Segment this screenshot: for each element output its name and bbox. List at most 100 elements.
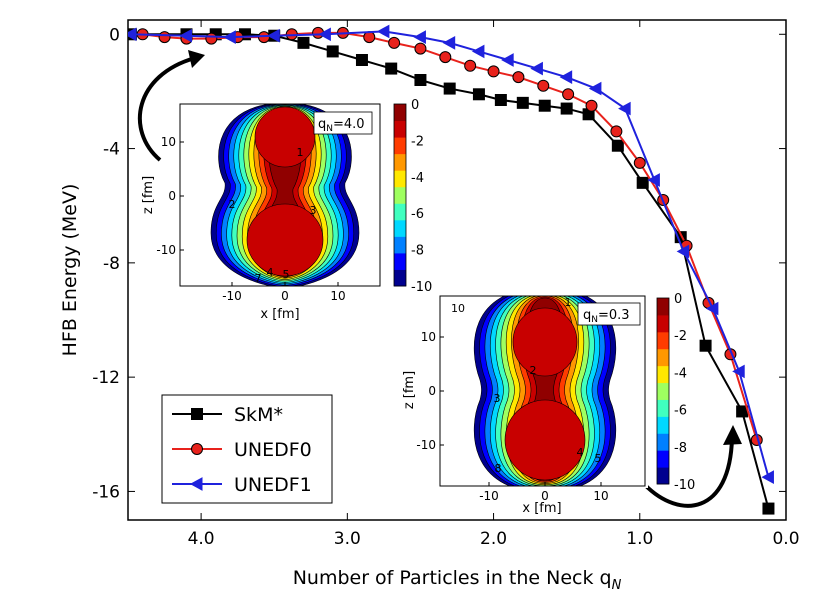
data-point-skm <box>472 88 485 101</box>
colorbar-segment <box>394 137 406 155</box>
colorbar-segment <box>657 382 669 400</box>
inset-top-ylabel: z [fm] <box>141 176 156 214</box>
colorbar-segment <box>394 219 406 237</box>
data-point-skm <box>297 36 310 49</box>
colorbar-tick-label: -6 <box>674 404 687 419</box>
data-point-unedf0 <box>537 79 550 92</box>
inset-top-frame <box>179 103 381 287</box>
colorbar-segment <box>657 365 669 384</box>
data-point-unedf1 <box>223 30 236 44</box>
inset-y-tick-label: 10 <box>421 330 436 344</box>
y-tick-label: -4 <box>103 140 120 160</box>
colorbar-segment <box>394 203 406 221</box>
data-point-unedf0 <box>205 32 218 45</box>
data-point-skm <box>560 102 573 115</box>
colorbar-segment <box>394 269 406 287</box>
contour-label: 5 <box>283 268 290 281</box>
colorbar-tick-label: -2 <box>411 134 424 149</box>
data-point-unedf0 <box>464 59 477 72</box>
data-point-unedf1 <box>501 53 514 67</box>
inset-bottom-ylabel: z [fm] <box>402 371 417 409</box>
colorbar-segment <box>657 314 669 333</box>
data-point-skm <box>494 94 507 106</box>
data-point-skm <box>538 99 551 112</box>
data-point-unedf1 <box>376 24 390 39</box>
data-point-unedf0 <box>439 51 452 64</box>
inset-x-tick-label: -10 <box>479 489 499 503</box>
data-point-skm <box>636 176 649 189</box>
contour-label: 5 <box>595 452 602 465</box>
colorbar-segment <box>657 399 669 417</box>
x-axis-label: Number of Particles in the Neck qN <box>293 567 622 593</box>
inset-y-tick-label: 10 <box>161 135 176 149</box>
inset-x-tick-label: 10 <box>593 489 608 503</box>
data-point-unedf0 <box>158 31 171 44</box>
arrow-head-bottom <box>723 425 742 445</box>
inset-y-tick-label: -10 <box>416 438 436 452</box>
inset-bottom-label-box <box>577 302 641 326</box>
data-point-unedf0 <box>562 88 575 101</box>
x-tick-label: 0.0 <box>772 529 799 549</box>
colorbar-segment <box>657 331 669 350</box>
colorbar-segment <box>657 348 669 367</box>
inset-top-density-plot: qN=4.0 -10 0 10 10 0 -10 x [fm] z [fm] 1 2 3 4 5 7… <box>141 98 432 322</box>
colorbar-segment <box>657 416 669 434</box>
contour-label: 10 <box>451 302 465 315</box>
y-tick-label: -12 <box>92 368 120 388</box>
colorbar-frame <box>393 103 407 287</box>
inset-y-tick-label: 0 <box>428 384 436 398</box>
data-point-skm <box>326 45 339 58</box>
legend-marker-skm <box>191 408 203 420</box>
data-point-skm <box>762 502 775 515</box>
contour-label: 2 <box>530 364 537 377</box>
colorbar-segment <box>394 153 406 171</box>
contour-label: 3 <box>310 204 317 217</box>
colorbar-tick-label: -8 <box>411 244 424 259</box>
contour-label: 1 <box>297 146 304 159</box>
data-point-skm <box>385 62 398 75</box>
data-point-unedf1 <box>471 44 485 59</box>
contour-label: 7 <box>255 272 262 285</box>
inset-bottom-qn-label: qN=0.3 <box>583 308 630 325</box>
inset-y-tick-label: -10 <box>156 243 176 257</box>
data-point-unedf1 <box>761 470 774 484</box>
legend-label-unedf1: UNEDF1 <box>234 474 312 496</box>
inset-x-tick-label: -10 <box>222 289 242 303</box>
data-point-skm <box>699 339 712 352</box>
y-axis-label: HFB Energy (MeV) <box>59 184 81 357</box>
contour-label: 8 <box>495 462 502 475</box>
colorbar-segment <box>394 120 406 138</box>
data-point-skm <box>414 74 427 86</box>
data-point-skm <box>611 139 624 152</box>
x-axis: 4.0 3.0 2.0 1.0 0.0 <box>188 20 800 549</box>
data-point-unedf1 <box>179 28 192 43</box>
contour-label: 1 <box>565 296 572 309</box>
data-point-unedf1 <box>618 101 631 116</box>
data-point-unedf1 <box>442 36 456 50</box>
colorbar-segment <box>657 450 669 468</box>
y-tick-label: -8 <box>103 254 120 274</box>
data-point-unedf0 <box>512 71 525 84</box>
data-point-unedf0 <box>414 42 427 55</box>
colorbar-tick-label: -10 <box>411 280 432 295</box>
colorbar-frame <box>656 297 670 485</box>
inset-y-tick-label: 0 <box>168 189 176 203</box>
inset-bottom-density <box>473 296 617 486</box>
data-point-unedf1 <box>128 27 137 42</box>
density-core-upper <box>512 307 578 377</box>
data-point-unedf0 <box>633 156 646 169</box>
legend-label-skm: SkM* <box>234 404 283 426</box>
colorbar-segment <box>394 104 406 122</box>
contour-label: 2 <box>229 198 236 211</box>
data-point-skm <box>443 82 456 95</box>
series-layer <box>128 24 775 515</box>
x-tick-label: 2.0 <box>480 529 507 549</box>
colorbar-segment <box>657 467 669 485</box>
x-tick-label: 4.0 <box>188 529 215 549</box>
colorbar-segment <box>394 186 406 204</box>
data-point-skm <box>355 54 368 66</box>
colorbar-tick-label: -10 <box>674 478 695 493</box>
inset-bottom-density-plot: qN=0.3 -10 0 10 10 0 -10 x [fm] z [fm] 1 2 3 4 5 8… <box>402 292 695 516</box>
data-point-unedf1 <box>559 70 573 84</box>
inset-top-qn-label: qN=4.0 <box>318 117 365 134</box>
